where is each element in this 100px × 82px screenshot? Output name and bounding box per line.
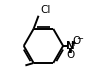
Text: +: + [70, 39, 76, 48]
Text: O: O [66, 50, 75, 60]
Text: N: N [66, 41, 75, 51]
Text: Cl: Cl [40, 5, 50, 15]
Text: O: O [72, 36, 81, 46]
Text: −: − [76, 34, 83, 43]
